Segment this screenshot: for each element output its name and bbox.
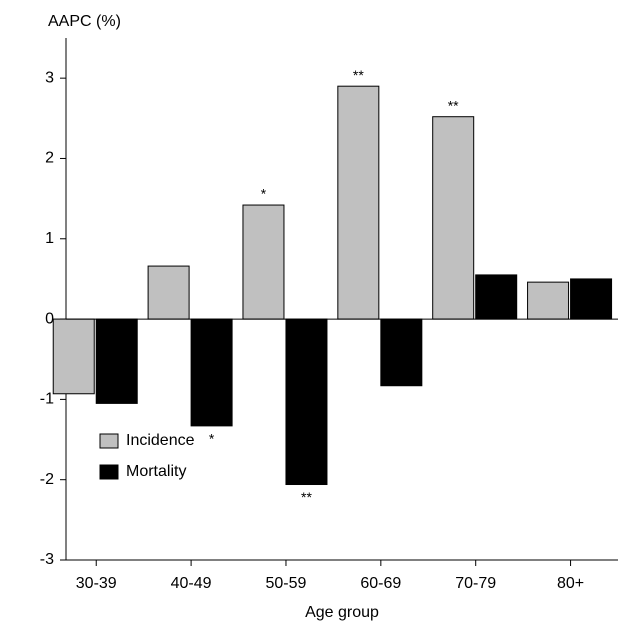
legend-swatch: [99, 464, 119, 480]
y-tick-label: -1: [40, 391, 54, 408]
legend-label: Mortality: [126, 463, 186, 480]
y-tick-label: -3: [40, 551, 54, 568]
bar: [570, 278, 613, 320]
bar: [190, 318, 233, 427]
bar: [147, 265, 190, 320]
x-tick-label: 60-69: [360, 575, 401, 592]
x-tick-label: 80+: [557, 575, 584, 592]
y-tick-label: -2: [40, 471, 54, 488]
y-axis-title: AAPC (%): [48, 13, 121, 30]
y-tick-label: 2: [45, 150, 54, 167]
legend-label: Incidence: [126, 432, 195, 449]
bar: [285, 318, 328, 486]
bar: [432, 116, 475, 320]
bar: [95, 318, 138, 404]
bar: [242, 204, 285, 320]
x-tick-label: 30-39: [76, 575, 117, 592]
y-tick-label: 3: [45, 69, 54, 86]
significance-label: *: [261, 186, 267, 202]
x-tick-label: 40-49: [171, 575, 212, 592]
significance-label: *: [209, 431, 215, 447]
bar: [527, 281, 570, 320]
y-tick-label: 1: [45, 230, 54, 247]
x-axis-title: Age group: [305, 604, 379, 621]
bar: [337, 85, 380, 320]
y-tick-label: 0: [45, 310, 54, 327]
significance-label: **: [353, 67, 364, 83]
legend-swatch: [99, 433, 119, 449]
x-tick-label: 50-59: [266, 575, 307, 592]
x-tick-label: 70-79: [455, 575, 496, 592]
significance-label: **: [448, 97, 459, 113]
bar: [475, 274, 518, 320]
bar: [380, 318, 423, 387]
bar: [52, 318, 95, 395]
significance-label: **: [301, 489, 312, 505]
